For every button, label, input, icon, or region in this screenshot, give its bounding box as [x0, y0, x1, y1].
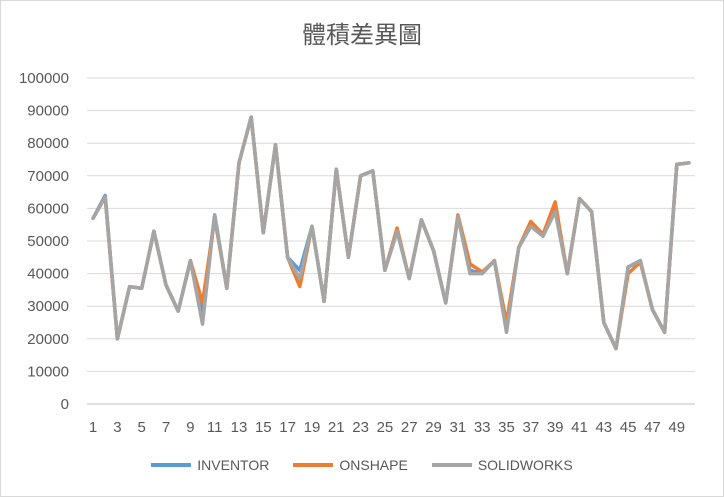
- y-tick-label: 0: [61, 396, 69, 413]
- x-tick-label: 39: [547, 419, 564, 436]
- x-tick-label: 45: [620, 419, 637, 436]
- y-tick-label: 100000: [19, 70, 69, 87]
- legend-item-onshape: ONSHAPE: [293, 457, 408, 473]
- x-tick-label: 37: [522, 419, 539, 436]
- y-tick-label: 70000: [27, 168, 69, 185]
- y-tick-label: 40000: [27, 266, 69, 283]
- x-tick-label: 3: [113, 419, 121, 436]
- x-tick-label: 31: [450, 419, 467, 436]
- x-tick-label: 9: [186, 419, 194, 436]
- y-tick-label: 60000: [27, 200, 69, 217]
- legend-label: SOLIDWORKS: [477, 457, 573, 473]
- x-tick-label: 17: [279, 419, 296, 436]
- series-line-inventor: [91, 115, 691, 351]
- x-tick-label: 49: [668, 419, 685, 436]
- chart-title: 體積差異圖: [302, 21, 422, 49]
- legend-item-solidworks: SOLIDWORKS: [431, 457, 573, 473]
- x-tick-label: 19: [304, 419, 321, 436]
- y-tick-label: 20000: [27, 331, 69, 348]
- legend-swatch: [151, 463, 192, 467]
- x-tick-label: 47: [644, 419, 661, 436]
- x-tick-label: 27: [401, 419, 418, 436]
- y-tick-label: 80000: [27, 135, 69, 152]
- y-tick-label: 50000: [27, 233, 69, 250]
- x-tick-label: 5: [138, 419, 146, 436]
- x-tick-label: 29: [425, 419, 442, 436]
- x-tick-label: 43: [595, 419, 612, 436]
- series-line-onshape: [91, 115, 691, 351]
- x-tick-label: 33: [474, 419, 491, 436]
- x-tick-label: 13: [231, 419, 248, 436]
- x-tick-label: 11: [207, 419, 223, 436]
- legend-swatch: [293, 463, 334, 467]
- legend-item-inventor: INVENTOR: [151, 457, 269, 473]
- legend-label: INVENTOR: [197, 457, 270, 473]
- x-tick-label: 23: [352, 419, 369, 436]
- legend-swatch: [431, 463, 472, 467]
- legend: INVENTOR ONSHAPE SOLIDWORKS: [1, 457, 723, 473]
- legend-label: ONSHAPE: [339, 457, 408, 473]
- x-tick-label: 7: [162, 419, 170, 436]
- x-tick-label: 25: [377, 419, 394, 436]
- y-tick-label: 30000: [27, 298, 69, 315]
- y-tick-label: 10000: [27, 363, 69, 380]
- x-tick-label: 41: [571, 419, 588, 436]
- x-tick-label: 35: [498, 419, 515, 436]
- x-tick-label: 15: [255, 419, 272, 436]
- x-tick-label: 1: [89, 419, 97, 436]
- series-line-solidworks: [91, 115, 691, 351]
- y-tick-label: 90000: [27, 103, 69, 120]
- x-tick-label: 21: [328, 419, 345, 436]
